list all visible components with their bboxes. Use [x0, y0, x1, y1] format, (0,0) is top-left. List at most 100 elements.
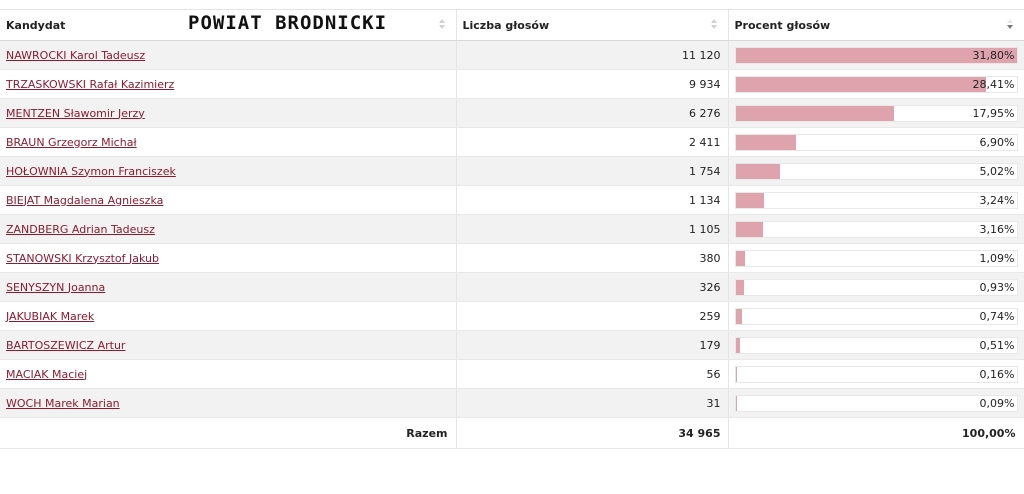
votes-cell: 380 [456, 243, 729, 273]
candidate-link[interactable]: BIEJAT Magdalena Agnieszka [6, 193, 164, 207]
percent-label: 28,41% [972, 77, 1015, 91]
candidate-link[interactable]: JAKUBIAK Marek [6, 309, 95, 323]
results-table: Kandydat Liczba głosów Procent głosów NA… [0, 9, 1024, 449]
percent-bar: 0,51% [734, 336, 1018, 354]
candidate-cell: MENTZEN Sławomir Jerzy [0, 98, 457, 128]
candidate-link[interactable]: MACIAK Maciej [6, 367, 88, 381]
percent-cell: 0,51% [728, 330, 1024, 360]
sort-descending-icon[interactable] [1006, 19, 1014, 31]
percent-cell: 0,74% [728, 301, 1024, 331]
votes-cell: 1 754 [456, 156, 729, 186]
percent-bar: 0,93% [734, 278, 1018, 296]
candidate-cell: BRAUN Grzegorz Michał [0, 127, 457, 157]
percent-cell: 0,16% [728, 359, 1024, 389]
column-header-percent-label: Procent głosów [734, 18, 831, 32]
votes-cell: 6 276 [456, 98, 729, 128]
percent-bar: 31,80% [734, 46, 1018, 64]
candidate-link[interactable]: STANOWSKI Krzysztof Jakub [6, 251, 159, 265]
percent-label: 6,90% [979, 135, 1015, 149]
votes-cell: 326 [456, 272, 729, 302]
percent-label: 5,02% [979, 164, 1015, 178]
candidate-cell: ZANDBERG Adrian Tadeusz [0, 214, 457, 244]
candidate-link[interactable]: HOŁOWNIA Szymon Franciszek [6, 164, 176, 178]
percent-bar-fill [735, 250, 746, 266]
candidate-cell: BIEJAT Magdalena Agnieszka [0, 185, 457, 215]
votes-cell: 259 [456, 301, 729, 331]
candidate-cell: NAWROCKI Karol Tadeusz [0, 40, 457, 70]
candidate-cell: MACIAK Maciej [0, 359, 457, 389]
candidate-cell: HOŁOWNIA Szymon Franciszek [0, 156, 457, 186]
votes-cell: 1 134 [456, 185, 729, 215]
table-row: STANOWSKI Krzysztof Jakub 380 1,09% [0, 243, 1024, 273]
results-body: NAWROCKI Karol Tadeusz 11 120 31,80% TRZASK… [0, 40, 1024, 418]
percent-cell: 3,16% [728, 214, 1024, 244]
candidate-link[interactable]: NAWROCKI Karol Tadeusz [6, 48, 146, 62]
votes-cell: 9 934 [456, 69, 729, 99]
percent-bar: 3,16% [734, 220, 1018, 238]
percent-cell: 5,02% [728, 156, 1024, 186]
percent-bar: 0,09% [734, 394, 1018, 412]
sort-icon[interactable] [710, 19, 718, 31]
percent-cell: 17,95% [728, 98, 1024, 128]
column-header-votes[interactable]: Liczba głosów [456, 9, 729, 41]
percent-label: 0,51% [979, 338, 1015, 352]
total-row: Razem 34 965 100,00% [0, 417, 1024, 449]
table-row: TRZASKOWSKI Rafał Kazimierz 9 934 28,41% [0, 69, 1024, 99]
candidate-link[interactable]: TRZASKOWSKI Rafał Kazimierz [6, 77, 175, 91]
candidate-link[interactable]: SENYSZYN Joanna [6, 280, 106, 294]
votes-cell: 31 [456, 388, 729, 418]
column-header-votes-label: Liczba głosów [462, 18, 550, 32]
percent-bar-fill [735, 366, 737, 382]
sort-icon[interactable] [438, 19, 446, 31]
percent-bar-fill [735, 163, 780, 179]
candidate-link[interactable]: ZANDBERG Adrian Tadeusz [6, 222, 155, 236]
percent-bar-fill [735, 105, 894, 121]
percent-bar: 3,24% [734, 191, 1018, 209]
percent-bar-fill [735, 76, 987, 92]
percent-bar-fill [735, 308, 742, 324]
percent-cell: 3,24% [728, 185, 1024, 215]
percent-cell: 0,93% [728, 272, 1024, 302]
percent-label: 0,93% [979, 280, 1015, 294]
percent-bar: 17,95% [734, 104, 1018, 122]
candidate-link[interactable]: BARTOSZEWICZ Artur [6, 338, 126, 352]
percent-cell: 0,09% [728, 388, 1024, 418]
percent-bar-fill [735, 47, 1017, 63]
percent-bar: 6,90% [734, 133, 1018, 151]
table-row: MACIAK Maciej 56 0,16% [0, 359, 1024, 389]
column-header-percent[interactable]: Procent głosów [728, 9, 1024, 41]
votes-cell: 56 [456, 359, 729, 389]
overlay-title: POWIAT BRODNICKI [188, 12, 388, 34]
percent-cell: 31,80% [728, 40, 1024, 70]
percent-label: 17,95% [972, 106, 1015, 120]
table-row: SENYSZYN Joanna 326 0,93% [0, 272, 1024, 302]
table-row: WOCH Marek Marian 31 0,09% [0, 388, 1024, 418]
candidate-link[interactable]: MENTZEN Sławomir Jerzy [6, 106, 145, 120]
candidate-cell: SENYSZYN Joanna [0, 272, 457, 302]
column-header-candidate[interactable]: Kandydat [0, 9, 457, 41]
votes-cell: 179 [456, 330, 729, 360]
table-row: BRAUN Grzegorz Michał 2 411 6,90% [0, 127, 1024, 157]
percent-bar-fill [735, 279, 744, 295]
candidate-link[interactable]: WOCH Marek Marian [6, 396, 120, 410]
percent-label: 1,09% [979, 251, 1015, 265]
percent-bar-fill [735, 395, 737, 411]
percent-cell: 6,90% [728, 127, 1024, 157]
table-row: NAWROCKI Karol Tadeusz 11 120 31,80% [0, 40, 1024, 70]
votes-cell: 2 411 [456, 127, 729, 157]
percent-label: 0,74% [979, 309, 1015, 323]
percent-bar: 5,02% [734, 162, 1018, 180]
candidate-cell: BARTOSZEWICZ Artur [0, 330, 457, 360]
votes-cell: 1 105 [456, 214, 729, 244]
candidate-link[interactable]: BRAUN Grzegorz Michał [6, 135, 137, 149]
percent-bar: 0,16% [734, 365, 1018, 383]
table-row: BIEJAT Magdalena Agnieszka 1 134 3,24% [0, 185, 1024, 215]
percent-bar-fill [735, 337, 740, 353]
candidate-cell: JAKUBIAK Marek [0, 301, 457, 331]
percent-cell: 28,41% [728, 69, 1024, 99]
percent-bar: 0,74% [734, 307, 1018, 325]
table-row: ZANDBERG Adrian Tadeusz 1 105 3,16% [0, 214, 1024, 244]
table-row: BARTOSZEWICZ Artur 179 0,51% [0, 330, 1024, 360]
candidate-cell: WOCH Marek Marian [0, 388, 457, 418]
percent-label: 3,16% [979, 222, 1015, 236]
